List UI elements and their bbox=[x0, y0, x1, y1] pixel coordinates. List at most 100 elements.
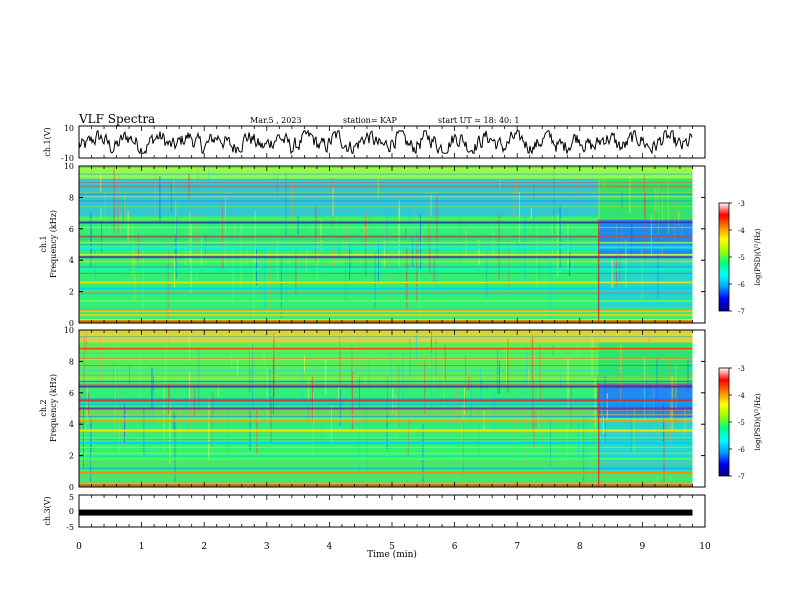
colorbar-label: log(PSD)(V²/Hz) bbox=[754, 228, 762, 285]
spectrogram-line bbox=[79, 370, 693, 371]
spectrogram-streak bbox=[462, 421, 464, 476]
spectrogram-streak bbox=[415, 334, 417, 359]
colorbar-tick-label: -5 bbox=[738, 419, 745, 427]
spectrogram-line bbox=[79, 185, 693, 187]
spectrogram-streak bbox=[465, 366, 467, 377]
spectrogram-streak bbox=[436, 195, 438, 259]
spectrogram-line bbox=[79, 203, 693, 205]
spectrogram-line bbox=[79, 336, 693, 337]
spectrogram-band bbox=[79, 256, 693, 259]
spectrogram-streak bbox=[603, 174, 605, 188]
spectrogram-line bbox=[79, 200, 693, 202]
spectrogram-band bbox=[79, 241, 693, 244]
spectrogram-streak bbox=[331, 178, 333, 227]
spectrogram-line bbox=[79, 261, 693, 263]
spectrogram-streak bbox=[658, 182, 659, 235]
spectrogram-line bbox=[79, 167, 693, 168]
spectrogram-streak bbox=[398, 200, 400, 269]
spectrogram-line bbox=[79, 414, 693, 415]
spectrogram-streak bbox=[621, 207, 623, 246]
spectrogram-streak bbox=[109, 220, 111, 244]
spectrogram-line bbox=[79, 272, 693, 274]
spectrogram-streak bbox=[577, 331, 579, 357]
spectrogram-line bbox=[79, 374, 693, 376]
spectrogram-bottom-band bbox=[79, 484, 693, 487]
spectrogram-streak bbox=[175, 199, 177, 237]
spectrogram-line bbox=[79, 259, 693, 261]
spectrogram-streak bbox=[83, 391, 85, 435]
spectrogram-streak bbox=[358, 413, 360, 479]
spectrogram-line bbox=[79, 357, 693, 359]
spectrogram-streak bbox=[681, 223, 683, 237]
spec-ytick-label: 10 bbox=[64, 326, 74, 335]
spectrogram-streak bbox=[625, 239, 627, 290]
spectrogram-streak bbox=[231, 355, 232, 368]
spec-ytick-label: 8 bbox=[69, 193, 74, 202]
colorbar-tick-label: -6 bbox=[738, 281, 745, 289]
spectrogram-line bbox=[79, 384, 693, 385]
spectrogram-streak bbox=[118, 197, 119, 235]
station-label: station= KAP bbox=[343, 116, 398, 125]
spectrogram-streak bbox=[312, 391, 314, 456]
spectrogram-streak bbox=[513, 188, 515, 217]
ch3-ylabel: ch.3(V) bbox=[43, 496, 52, 525]
ch3-level-bar bbox=[79, 509, 693, 516]
spectrogram-line bbox=[79, 402, 693, 403]
spectrogram-change-line bbox=[598, 219, 600, 323]
colorbar-tick-label: -5 bbox=[738, 254, 745, 262]
spectrogram-streak bbox=[151, 367, 153, 409]
spectrogram-streak bbox=[374, 252, 376, 308]
spectrogram-streak bbox=[409, 338, 411, 377]
spectrogram-streak bbox=[270, 247, 272, 312]
x-tick-label: 2 bbox=[201, 542, 207, 552]
spectrogram-line bbox=[79, 266, 693, 268]
colorbar-tick-label: -3 bbox=[738, 200, 745, 208]
spectrogram-line bbox=[79, 247, 693, 248]
spectrogram-streak bbox=[468, 376, 470, 391]
spectrogram-streak bbox=[631, 223, 633, 248]
spectrogram-streak bbox=[443, 356, 445, 409]
spec-ytick-label: 6 bbox=[69, 225, 74, 234]
spectrogram-streak bbox=[364, 377, 366, 389]
spectrogram-streak bbox=[222, 257, 224, 272]
spectrogram-streak bbox=[124, 195, 126, 228]
spectrogram-streak bbox=[649, 396, 651, 444]
spectrogram-streak bbox=[190, 224, 192, 293]
spectrogram-streak bbox=[100, 206, 102, 221]
spectrogram-streak bbox=[159, 175, 161, 222]
spec-ytick-label: 8 bbox=[69, 357, 74, 366]
spectrogram-streak bbox=[416, 241, 418, 303]
x-tick-label: 5 bbox=[389, 542, 395, 552]
spectrogram-streak bbox=[389, 234, 391, 302]
ch3-ytick-middle: 0 bbox=[69, 507, 74, 516]
spectrogram-streak bbox=[139, 354, 141, 402]
spectrogram-line bbox=[79, 352, 693, 354]
ch1-colorbar: -3 -4 -5 -6 -7 log(PSD)(V²/Hz) bbox=[718, 200, 762, 316]
spectrogram-line bbox=[79, 254, 693, 256]
spectrogram-streak bbox=[198, 348, 200, 411]
spectrogram-streak bbox=[644, 192, 646, 261]
spectrogram-post-change-lower bbox=[598, 253, 693, 308]
spectrogram-line bbox=[79, 417, 693, 419]
spectrogram-line bbox=[79, 414, 693, 416]
ch1-ytick-bottom: -10 bbox=[61, 154, 74, 163]
spectrogram-streak bbox=[667, 177, 669, 234]
spectrogram-streak bbox=[84, 418, 86, 465]
spectrogram-post-change-lower bbox=[598, 417, 693, 472]
spectrogram-streak bbox=[657, 254, 659, 299]
x-tick-label: 10 bbox=[699, 542, 711, 552]
spectrogram-streak bbox=[524, 195, 526, 233]
spectrogram-streak bbox=[525, 408, 527, 466]
spectrogram-top-zone bbox=[79, 166, 693, 179]
spectrogram-line bbox=[79, 349, 693, 351]
spectrogram-streak bbox=[653, 200, 655, 226]
spectrogram-streak bbox=[332, 187, 334, 217]
spectrogram-streak bbox=[297, 216, 299, 235]
ch1-ylabel: ch.1(V) bbox=[43, 127, 52, 156]
spectrogram-line bbox=[79, 456, 693, 458]
spectrogram-line bbox=[79, 223, 693, 224]
spectrogram-line bbox=[79, 245, 693, 247]
spectrogram-streak bbox=[325, 359, 327, 395]
x-tick-label: 6 bbox=[452, 542, 458, 552]
spectrogram-line bbox=[79, 467, 693, 469]
